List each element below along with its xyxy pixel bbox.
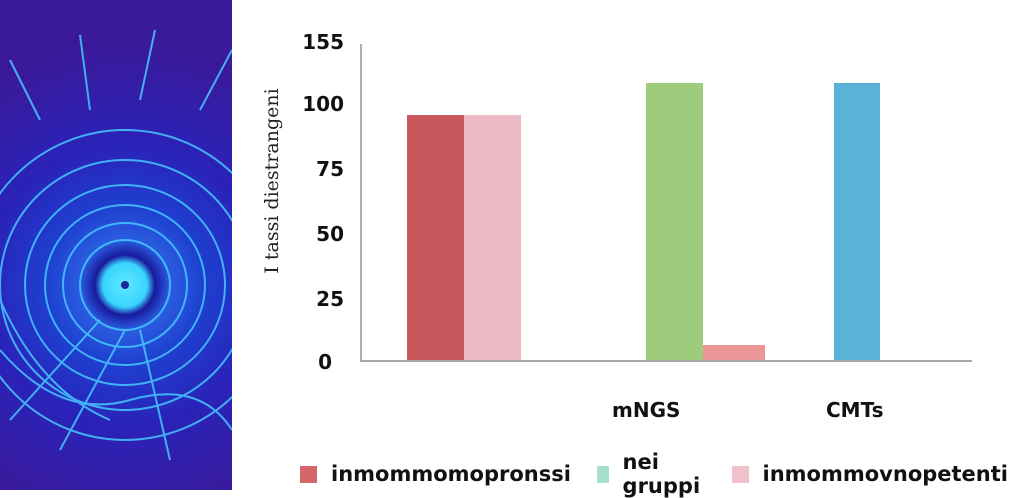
bar-chart: I tassi diestrangeni 155 100 75 50 25 0 … <box>232 0 1024 498</box>
legend-swatch-red-icon <box>300 465 317 483</box>
y-tick-155: 155 <box>302 30 344 54</box>
y-axis-line <box>360 44 362 361</box>
bar-group1-inmommovnopetenti <box>464 115 521 360</box>
legend-swatch-pink-icon <box>731 465 749 483</box>
x-label-mngs: mNGS <box>612 398 681 422</box>
decorative-side-image <box>0 0 232 490</box>
legend-label: inmommovnopetenti <box>762 462 1008 486</box>
bar-cmts-blue <box>834 83 880 360</box>
legend-label: nei gruppi <box>622 450 701 498</box>
y-tick-100: 100 <box>302 92 344 116</box>
bar-mngs-green <box>646 83 703 360</box>
y-tick-25: 25 <box>316 287 344 311</box>
neon-swirl-icon <box>0 29 232 461</box>
y-tick-50: 50 <box>316 222 344 246</box>
legend-item-nei-gruppi: nei gruppi <box>596 450 706 498</box>
y-tick-0: 0 <box>318 350 332 374</box>
y-axis-title: I tassi diestrangeni <box>261 88 283 274</box>
bar-group1-inmommomopronssi <box>407 115 464 360</box>
x-label-cmts: CMTs <box>826 398 884 422</box>
bar-mngs-salmon <box>703 345 765 360</box>
y-tick-75: 75 <box>316 157 344 181</box>
legend-item-inmommomopronssi: inmommomopronssi <box>300 462 571 486</box>
legend-item-inmommovnopetenti: inmommovnopetenti <box>731 462 1008 486</box>
x-axis-line <box>360 360 972 362</box>
legend-label: inmommomopronssi <box>331 462 571 486</box>
chart-legend: inmommomopronssi nei gruppi inmommovnope… <box>300 450 1024 498</box>
legend-swatch-mint-icon <box>596 465 609 483</box>
